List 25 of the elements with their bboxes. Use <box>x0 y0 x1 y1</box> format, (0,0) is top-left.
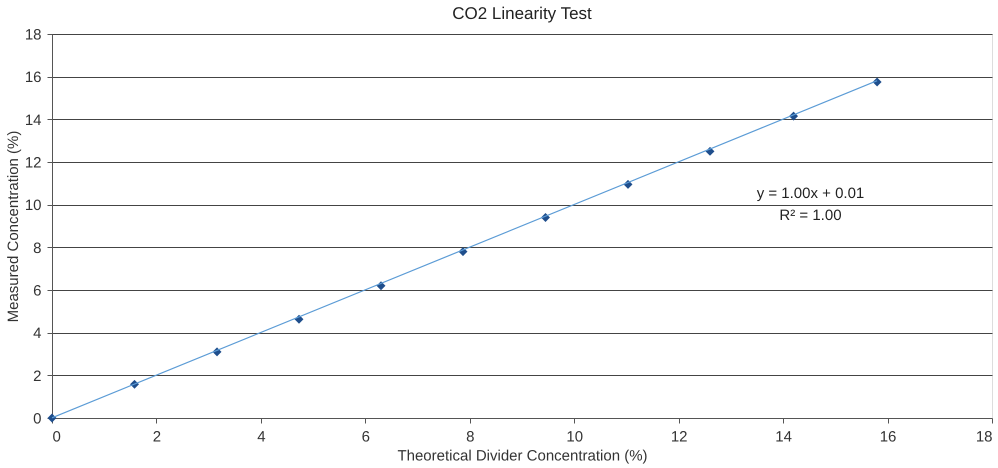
x-tick-label: 10 <box>566 428 584 446</box>
annotation: R² = 1.00 <box>779 207 842 224</box>
x-axis-title: Theoretical Divider Concentration (%) <box>397 448 648 464</box>
x-tick-label: 18 <box>976 428 992 446</box>
x-tick-label: 2 <box>152 428 162 446</box>
y-tick-label: 6 <box>33 282 42 300</box>
y-tick-label: 14 <box>24 112 42 129</box>
annotation: y = 1.00x + 0.01 <box>756 185 864 202</box>
chart-title: CO2 Linearity Test <box>452 4 592 23</box>
x-tick-label: 0 <box>52 428 61 446</box>
y-tick-label: 18 <box>24 26 42 44</box>
x-tick-label: 12 <box>670 428 688 446</box>
x-tick-label: 4 <box>257 428 266 446</box>
x-tick-label: 6 <box>362 428 370 446</box>
y-tick-label: 12 <box>24 154 42 172</box>
y-tick-label: 16 <box>24 69 42 86</box>
y-tick-label: 4 <box>33 325 42 342</box>
y-tick-label: 8 <box>33 240 42 257</box>
y-tick-label: 10 <box>24 197 42 214</box>
y-tick-label: 0 <box>33 410 42 428</box>
y-axis-title: Measured Concentration (%) <box>4 130 22 322</box>
x-tick-label: 8 <box>466 428 474 446</box>
x-tick-label: 14 <box>775 428 792 446</box>
y-tick-label: 2 <box>33 368 42 385</box>
x-tick-label: 16 <box>880 428 896 446</box>
